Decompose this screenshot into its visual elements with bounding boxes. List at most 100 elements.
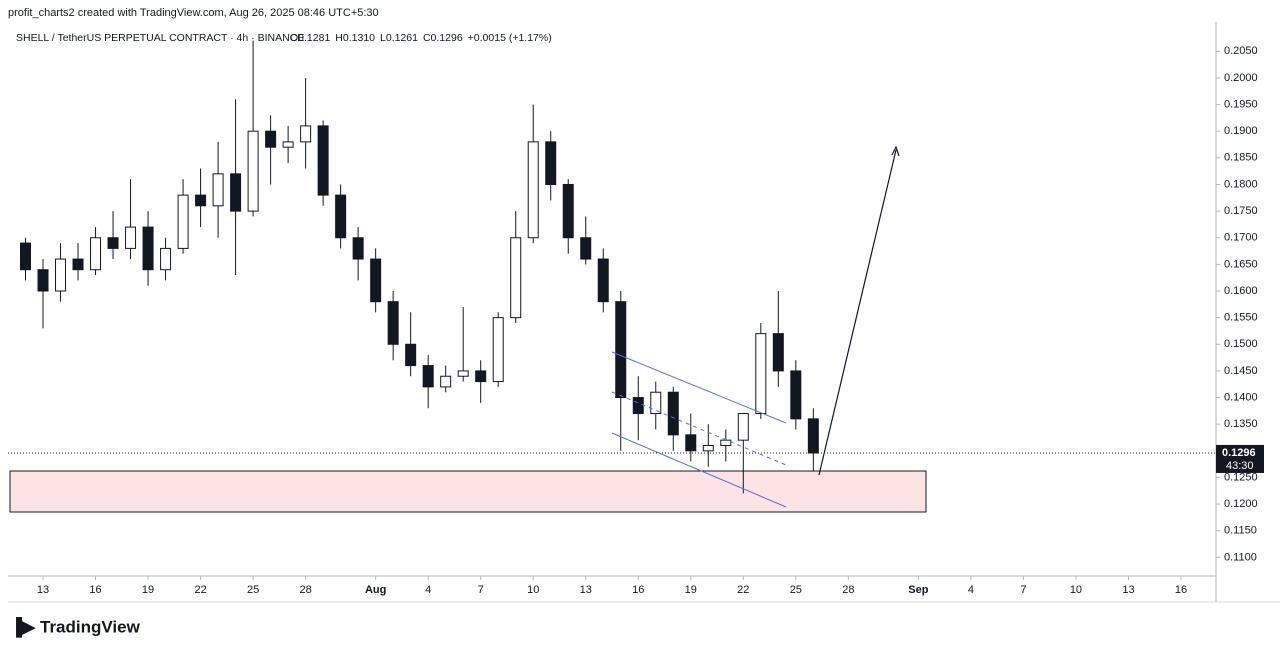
ohlc-value: O0.1281 bbox=[290, 32, 330, 44]
plot bbox=[8, 40, 1216, 494]
x-tick-label: 28 bbox=[842, 584, 854, 596]
candle-body bbox=[807, 418, 819, 454]
channel-bottom bbox=[611, 432, 787, 508]
candle-body bbox=[90, 237, 102, 271]
y-tick-label: 0.1550 bbox=[1224, 312, 1258, 324]
x-tick-label: 7 bbox=[1020, 584, 1026, 596]
candle-body bbox=[72, 258, 84, 271]
y-tick-label: 0.1650 bbox=[1224, 258, 1258, 270]
y-tick-label: 0.1700 bbox=[1224, 232, 1258, 244]
candle-body bbox=[720, 439, 732, 446]
last-price-box bbox=[1216, 444, 1264, 473]
candle-body bbox=[387, 301, 399, 345]
y-tick-label: 0.1500 bbox=[1224, 338, 1258, 350]
brand-mark: ▐▶ bbox=[10, 616, 36, 638]
brand: TradingView bbox=[40, 617, 141, 636]
x-tick-label: 7 bbox=[478, 584, 484, 596]
candle-body bbox=[650, 391, 662, 415]
x-tick-label: 13 bbox=[580, 584, 592, 596]
y-tick-label: 0.1350 bbox=[1224, 418, 1258, 430]
candle-body bbox=[282, 141, 294, 148]
y-tick-label: 0.2000 bbox=[1224, 72, 1258, 84]
candle-body bbox=[737, 413, 749, 441]
x-tick-label: 13 bbox=[1122, 584, 1134, 596]
ohlc-value: +0.0015 (+1.17%) bbox=[468, 32, 552, 44]
candle-body bbox=[492, 317, 504, 383]
y-tick-label: 0.1750 bbox=[1224, 205, 1258, 217]
channel-top bbox=[611, 351, 787, 424]
candle-body bbox=[125, 226, 137, 249]
arrow-head bbox=[891, 145, 900, 157]
candle-body bbox=[667, 391, 679, 436]
ohlc-value: H0.1310 bbox=[335, 32, 375, 44]
header: profit_charts2 created with TradingView.… bbox=[8, 7, 379, 19]
x-tick-label: 16 bbox=[89, 584, 101, 596]
x-tick-label: 10 bbox=[527, 584, 539, 596]
candle-body bbox=[632, 397, 644, 415]
candle-body bbox=[160, 247, 172, 271]
candle-body bbox=[107, 237, 119, 249]
ohlc-legend: O0.1281 H0.1310 L0.1261 C0.1296 +0.0015 (+1.… bbox=[290, 32, 552, 44]
x-tick-label: 22 bbox=[737, 584, 749, 596]
candle-body bbox=[510, 237, 522, 319]
y-tick-label: 0.1200 bbox=[1224, 498, 1258, 510]
y-tick-label: 0.1950 bbox=[1224, 98, 1258, 110]
y-tick-label: 0.1850 bbox=[1224, 152, 1258, 164]
candle-body bbox=[20, 242, 32, 271]
candle-body bbox=[55, 258, 67, 292]
x-tick-label: 4 bbox=[968, 584, 974, 596]
candle-body bbox=[685, 434, 697, 452]
candle-body bbox=[335, 194, 347, 239]
x-tick-label: 4 bbox=[425, 584, 431, 596]
x-tick-label: Aug bbox=[365, 584, 386, 596]
candle-body bbox=[422, 365, 434, 388]
x-tick-label: 16 bbox=[1175, 584, 1187, 596]
last-price-label: 0.1296 bbox=[1222, 447, 1256, 459]
y-tick-label: 0.2050 bbox=[1224, 45, 1258, 57]
x-tick-label: 22 bbox=[194, 584, 206, 596]
x-tick-label: 19 bbox=[685, 584, 697, 596]
candle-body bbox=[405, 343, 417, 367]
candle-body bbox=[142, 226, 154, 271]
countdown: 43:30 bbox=[1226, 460, 1254, 472]
y-tick-label: 0.1400 bbox=[1224, 391, 1258, 403]
x-tick-label: 13 bbox=[37, 584, 49, 596]
demand-zone bbox=[9, 470, 927, 513]
y-tick-label: 0.1900 bbox=[1224, 125, 1258, 137]
symbol: SHELL / TetherUS PERPETUAL CONTRACT · 4h… bbox=[16, 32, 304, 44]
candle-body bbox=[580, 237, 592, 260]
candle-body bbox=[352, 237, 364, 260]
candle-body bbox=[195, 194, 207, 207]
candle-body bbox=[370, 258, 382, 303]
y-tick-label: 0.1250 bbox=[1224, 471, 1258, 483]
candle-body bbox=[772, 333, 784, 372]
candle-body bbox=[527, 141, 539, 239]
y-tick-label: 0.1600 bbox=[1224, 285, 1258, 297]
x-tick-label: 25 bbox=[247, 584, 259, 596]
ohlc-value: C0.1296 bbox=[423, 32, 463, 44]
candle-body bbox=[702, 444, 714, 452]
y-tick-label: 0.1100 bbox=[1224, 551, 1257, 563]
candle-body bbox=[790, 370, 802, 420]
y-tick-label: 0.1150 bbox=[1224, 525, 1257, 537]
ohlc-value: L0.1261 bbox=[380, 32, 418, 44]
candle-body bbox=[212, 173, 224, 207]
y-tick-label: 0.1800 bbox=[1224, 178, 1258, 190]
candle-body bbox=[755, 333, 767, 415]
candle-body bbox=[317, 125, 329, 196]
candle-body bbox=[545, 141, 557, 185]
x-tick-label: 28 bbox=[299, 584, 311, 596]
projection-arrow bbox=[818, 149, 897, 476]
candle-body bbox=[265, 130, 277, 148]
candle-body bbox=[177, 194, 189, 249]
candle-body bbox=[300, 125, 312, 143]
x-tick-label: 10 bbox=[1070, 584, 1082, 596]
candle-body bbox=[247, 130, 259, 212]
y-tick-label: 0.1450 bbox=[1224, 365, 1258, 377]
candle-body bbox=[230, 173, 242, 212]
candle-body bbox=[615, 301, 627, 399]
x-tick-label: 19 bbox=[142, 584, 154, 596]
candle-body bbox=[37, 269, 49, 292]
